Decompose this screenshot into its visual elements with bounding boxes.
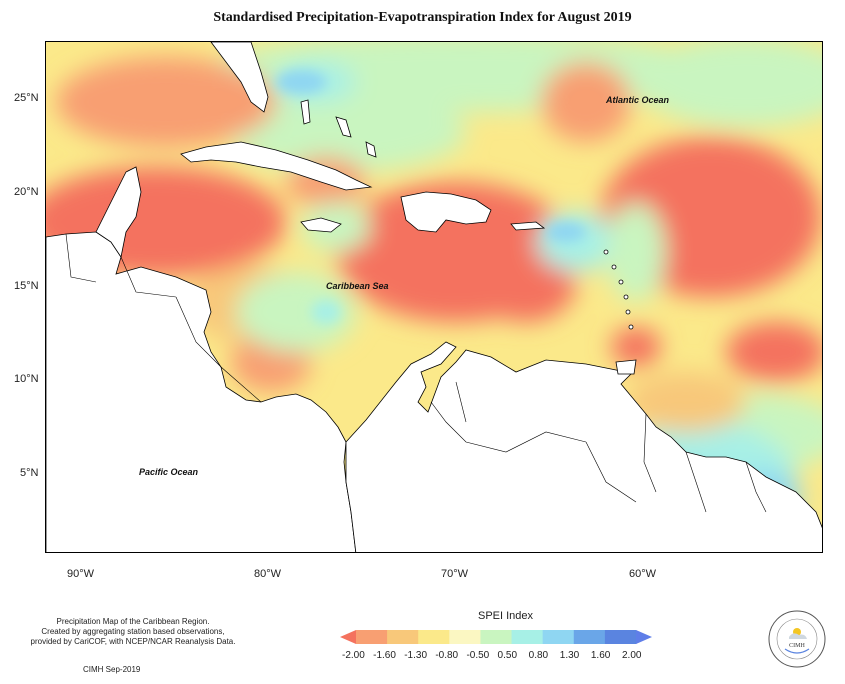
legend-tick-label: 2.00: [622, 650, 642, 661]
description-line-2: Created by aggregating station based obs…: [41, 627, 225, 636]
legend-tick-label: 0.50: [497, 650, 518, 661]
country-borders: [65, 233, 767, 513]
legend-tick-label: 1.60: [590, 650, 611, 661]
legend-tick-label: -2.00: [342, 650, 365, 661]
legend-tick-label: -1.30: [404, 650, 428, 661]
florida: [210, 42, 269, 113]
south-america: [345, 341, 822, 552]
cimh-logo: CIMH: [768, 610, 826, 668]
legend-swatch: [511, 630, 544, 644]
legend-swatch: [449, 630, 481, 644]
legend-swatch: [604, 630, 637, 644]
pacific-ocean-label: Pacific Ocean: [139, 467, 199, 477]
lon-tick-70w: 70°W: [441, 568, 469, 580]
yucatan: [95, 166, 142, 259]
lat-tick-10n: 10°N: [14, 373, 39, 385]
logo-text: CIMH: [789, 643, 805, 649]
lon-tick-90w: 90°W: [67, 568, 95, 580]
lon-tick-80w: 80°W: [254, 568, 282, 580]
caribbean-sea-label: Caribbean Sea: [326, 281, 389, 291]
legend-tick-label: 0.80: [528, 650, 549, 661]
legend-swatch: [542, 630, 575, 644]
lat-tick-15n: 15°N: [14, 280, 39, 292]
description-line-3: provided by CariCOF, with NCEP/NCAR Rean…: [30, 637, 236, 646]
hispaniola: [400, 191, 492, 233]
legend-title: SPEI Index: [478, 610, 534, 622]
trinidad: [615, 359, 637, 375]
description-block: Precipitation Map of the Caribbean Regio…: [8, 617, 258, 647]
spei-map: Atlantic Ocean Caribbean Sea Pacific Oce…: [45, 41, 823, 553]
lat-tick-5n: 5°N: [20, 467, 39, 479]
map-title: Standardised Precipitation-Evapotranspir…: [213, 10, 632, 25]
legend-swatch: [340, 630, 356, 644]
central-america: [46, 231, 357, 552]
lon-tick-60w: 60°W: [629, 568, 657, 580]
credit-text: CIMH Sep-2019: [83, 665, 141, 674]
puerto-rico: [510, 221, 546, 231]
bahamas: [300, 99, 311, 125]
lat-tick-20n: 20°N: [14, 186, 39, 198]
atlantic-ocean-label: Atlantic Ocean: [606, 95, 670, 105]
legend-swatch: [387, 630, 419, 644]
lat-tick-25n: 25°N: [14, 92, 39, 104]
legend-swatch: [480, 630, 513, 644]
legend-tick-label: -1.60: [373, 650, 396, 661]
legend-swatch: [636, 630, 652, 644]
map-canvas: [46, 42, 822, 552]
land-masses: [46, 42, 822, 552]
legend-swatch: [573, 630, 606, 644]
legend-tick-label: -0.50: [466, 650, 490, 661]
legend-tick-label: 1.30: [559, 650, 580, 661]
legend-tick-label: -0.80: [435, 650, 459, 661]
cuba: [180, 141, 373, 191]
legend-swatch: [418, 630, 450, 644]
legend-colorbar: [340, 630, 652, 644]
jamaica: [300, 217, 342, 233]
legend-swatch: [356, 630, 388, 644]
description-line-1: Precipitation Map of the Caribbean Regio…: [56, 617, 210, 626]
